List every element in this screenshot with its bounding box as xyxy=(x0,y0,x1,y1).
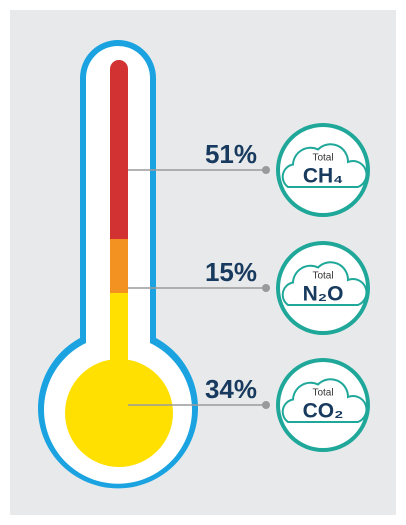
total-label: Total xyxy=(312,388,333,399)
gas-badge xyxy=(276,241,370,335)
value-label: 51% xyxy=(205,139,257,169)
gas-badge xyxy=(276,358,370,452)
segment xyxy=(110,60,128,259)
segment xyxy=(110,292,128,413)
leader-dot xyxy=(262,284,270,292)
cloud xyxy=(281,261,368,306)
cloud xyxy=(281,143,368,188)
gas-label: N₂O xyxy=(303,283,344,306)
leader-dot xyxy=(262,166,270,174)
value-label: 34% xyxy=(205,374,257,404)
cloud xyxy=(281,378,368,423)
gas-label: CH₄ xyxy=(303,165,343,188)
leader-dot xyxy=(262,401,270,409)
segment xyxy=(110,240,128,293)
gas-badge xyxy=(276,123,370,217)
value-label: 15% xyxy=(205,257,257,287)
gas-label: CO₂ xyxy=(303,400,344,423)
total-label: Total xyxy=(312,271,333,282)
total-label: Total xyxy=(312,153,333,164)
